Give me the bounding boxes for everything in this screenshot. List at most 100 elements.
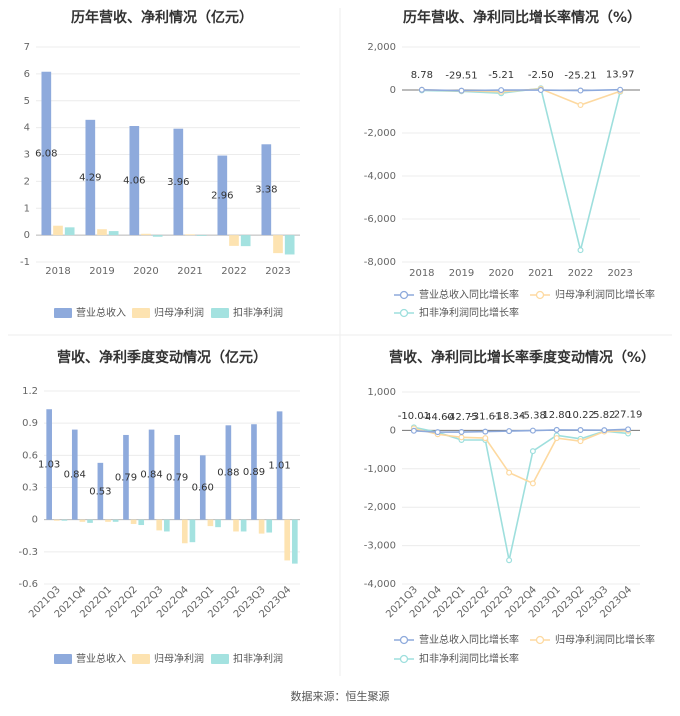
x-tick-label: 2018: [45, 266, 70, 277]
x-tick-label: 2020: [488, 268, 513, 279]
bar-1: [225, 425, 232, 520]
chart-1: 历年营收、净利情况（亿元） -1 0 1 2 3 4 5 6 7 2018 2019 2020 2021 2…: [20, 9, 300, 319]
bar-3: [189, 519, 196, 543]
data-label: 2.96: [211, 190, 233, 201]
chart-title: 历年营收、净利同比增长率情况（%）: [403, 9, 641, 26]
bar-3: [292, 519, 298, 564]
bar-2: [130, 519, 137, 524]
legend-swatch-marker: [535, 290, 545, 300]
series-line-1: [413, 428, 629, 433]
bar-3: [64, 227, 75, 236]
bar-2: [185, 234, 195, 236]
x-tick-label: 2019: [449, 268, 474, 279]
x-tick-label: 2019: [89, 266, 114, 277]
bar-3: [196, 235, 207, 236]
legend-swatch: [54, 308, 72, 318]
series-line-2: [413, 427, 629, 485]
data-point: [458, 87, 465, 94]
y-tick-label: 3: [24, 150, 30, 161]
bar-2: [79, 519, 86, 522]
y-tick-label: -4,000: [364, 171, 396, 182]
legend-label: 归母净利润: [154, 652, 204, 665]
data-point: [506, 469, 513, 476]
series-line-3: [421, 87, 621, 251]
bar-2: [141, 233, 151, 236]
x-tick-label: 2021: [177, 266, 202, 277]
y-tick-label: 0.6: [22, 450, 38, 461]
data-label: 8.78: [411, 70, 433, 81]
legend-label: 扣非净利润同比增长率: [419, 652, 519, 665]
data-label: -25.21: [564, 71, 596, 82]
legend-label: 扣非净利润: [233, 306, 283, 319]
data-label: -18.34: [493, 411, 525, 422]
bar-3: [164, 519, 170, 532]
chart-4: 营收、净利同比增长率季度变动情况（%） -4,000 -3,000 -2,000 -1,…: [364, 349, 655, 665]
y-tick-label: -1,000: [364, 464, 396, 475]
bar-2: [181, 519, 188, 544]
bar-1: [41, 71, 52, 236]
chart-title: 营收、净利同比增长率季度变动情况（%）: [389, 349, 655, 366]
data-point: [529, 480, 536, 487]
data-label: 0.84: [140, 470, 162, 481]
y-tick-label: 0: [24, 230, 30, 241]
legend-swatch-marker: [399, 654, 409, 664]
legend-label: 归母净利润: [154, 306, 204, 319]
bar-2: [53, 225, 63, 236]
bar-1: [217, 155, 228, 236]
data-point: [434, 429, 441, 436]
data-label: 4.29: [79, 172, 101, 183]
data-point: [410, 427, 417, 434]
chart-title: 历年营收、净利情况（亿元）: [71, 9, 253, 26]
legend-label: 营业总收入: [76, 652, 126, 665]
bar-3: [108, 231, 119, 236]
data-label: -5.21: [488, 70, 514, 81]
legend-label: 扣非净利润同比增长率: [419, 306, 519, 319]
bar-1: [46, 409, 52, 520]
legend-swatch: [132, 654, 150, 664]
data-label: -31.61: [469, 412, 501, 423]
bar-3: [112, 519, 119, 522]
series-line-3: [413, 426, 629, 561]
data-point: [418, 86, 425, 93]
y-tick-label: 0.3: [22, 483, 38, 494]
bar-2: [233, 519, 239, 532]
data-label: 3.96: [167, 177, 189, 188]
y-tick-label: 1,000: [367, 387, 396, 398]
data-point: [529, 427, 536, 434]
data-label: 1.03: [38, 459, 60, 470]
legend-swatch: [54, 654, 72, 664]
bar-3: [152, 235, 163, 237]
x-tick-label: 2020: [133, 266, 158, 277]
bar-1: [174, 434, 180, 520]
data-label: -10.01: [398, 411, 430, 422]
legend-label: 归母净利润同比增长率: [555, 633, 655, 646]
bar-1: [173, 128, 184, 236]
y-tick-label: 1: [24, 203, 30, 214]
legend-swatch: [211, 308, 229, 318]
chart-2: 历年营收、净利同比增长率情况（%） -8,000 -6,000 -4,000 -2,00…: [364, 9, 655, 319]
bar-1: [148, 429, 155, 520]
data-label: 6.08: [35, 148, 57, 159]
data-point: [553, 435, 560, 442]
y-tick-label: -2,000: [364, 502, 396, 513]
source-note: 数据来源：恒生聚源: [290, 690, 390, 703]
data-point: [553, 426, 560, 433]
bar-3: [87, 519, 93, 523]
legend-label: 营业总收入同比增长率: [419, 633, 519, 646]
data-label: 10.22: [566, 410, 595, 421]
data-label: -42.75: [445, 412, 477, 423]
y-tick-label: 0.9: [22, 418, 38, 429]
y-tick-label: 0: [32, 515, 38, 526]
bar-2: [273, 235, 283, 254]
data-point: [577, 102, 584, 109]
legend-swatch-marker: [399, 290, 409, 300]
legend-swatch-marker: [535, 635, 545, 645]
series-line-1: [421, 88, 621, 92]
data-point: [506, 557, 513, 564]
legend-label: 归母净利润同比增长率: [555, 288, 655, 301]
x-tick-label: 2021: [528, 268, 553, 279]
bar-2: [53, 519, 60, 521]
data-label: 0.88: [217, 467, 239, 478]
legend-swatch-marker: [399, 635, 409, 645]
